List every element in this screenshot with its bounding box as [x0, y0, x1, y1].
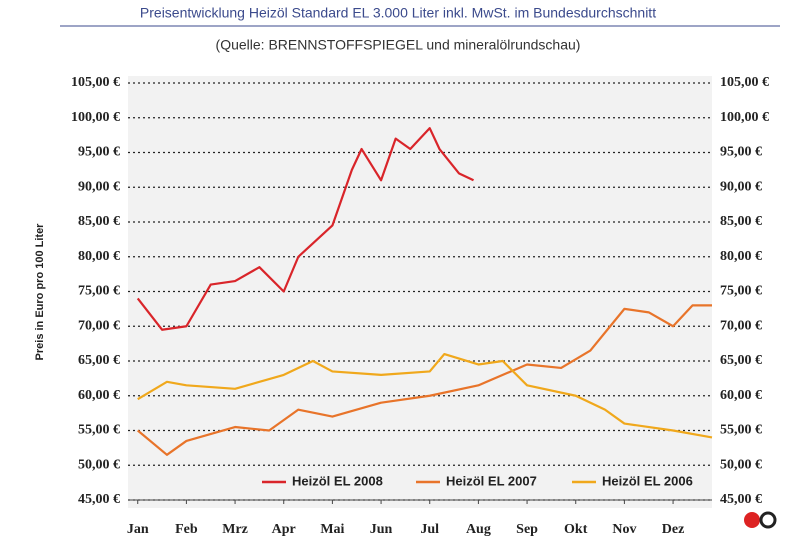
legend-label: Heizöl EL 2006	[602, 473, 693, 488]
logo-mark	[744, 512, 760, 528]
legend-label: Heizöl EL 2008	[292, 473, 383, 488]
y2-tick-label: 95,00 €	[720, 145, 762, 160]
y-tick-label: 50,00 €	[78, 457, 120, 472]
x-tick-label: Mai	[320, 522, 344, 537]
y2-tick-label: 85,00 €	[720, 214, 762, 229]
y-tick-label: 65,00 €	[78, 353, 120, 368]
x-tick-label: Jan	[127, 522, 149, 537]
y-tick-label: 55,00 €	[78, 423, 120, 438]
x-tick-label: Aug	[466, 522, 491, 537]
y-tick-label: 45,00 €	[78, 492, 120, 507]
y-tick-label: 95,00 €	[78, 145, 120, 160]
y-axis-title: Preis in Euro pro 100 Liter	[34, 223, 46, 361]
y2-tick-label: 45,00 €	[720, 492, 762, 507]
y2-tick-label: 55,00 €	[720, 423, 762, 438]
x-tick-label: Sep	[516, 522, 538, 537]
x-tick-label: Nov	[612, 522, 636, 537]
y-tick-label: 75,00 €	[78, 284, 120, 299]
y2-tick-label: 65,00 €	[720, 353, 762, 368]
y2-tick-label: 105,00 €	[720, 75, 769, 90]
y-tick-label: 85,00 €	[78, 214, 120, 229]
legend-label: Heizöl EL 2007	[446, 473, 537, 488]
x-tick-label: Mrz	[222, 522, 248, 537]
chart-title: Preisentwicklung Heizöl Standard EL 3.00…	[140, 5, 656, 21]
x-tick-label: Feb	[175, 522, 198, 537]
y2-tick-label: 80,00 €	[720, 249, 762, 264]
y2-tick-label: 90,00 €	[720, 179, 762, 194]
y2-tick-label: 60,00 €	[720, 388, 762, 403]
chart: Preisentwicklung Heizöl Standard EL 3.00…	[0, 0, 797, 551]
x-tick-label: Okt	[564, 522, 588, 537]
y2-tick-label: 75,00 €	[720, 284, 762, 299]
chart-subtitle: (Quelle: BRENNSTOFFSPIEGEL und mineralöl…	[216, 37, 581, 53]
y2-tick-label: 100,00 €	[720, 110, 769, 125]
x-tick-label: Apr	[272, 522, 296, 537]
y2-tick-label: 50,00 €	[720, 457, 762, 472]
y-tick-label: 100,00 €	[71, 110, 120, 125]
x-tick-label: Dez	[662, 522, 685, 537]
x-tick-label: Jun	[370, 522, 393, 537]
y-tick-label: 80,00 €	[78, 249, 120, 264]
y2-tick-label: 70,00 €	[720, 318, 762, 333]
x-tick-label: Jul	[420, 522, 439, 537]
y-tick-label: 105,00 €	[71, 75, 120, 90]
y-tick-label: 90,00 €	[78, 179, 120, 194]
y-tick-label: 60,00 €	[78, 388, 120, 403]
y-tick-label: 70,00 €	[78, 318, 120, 333]
